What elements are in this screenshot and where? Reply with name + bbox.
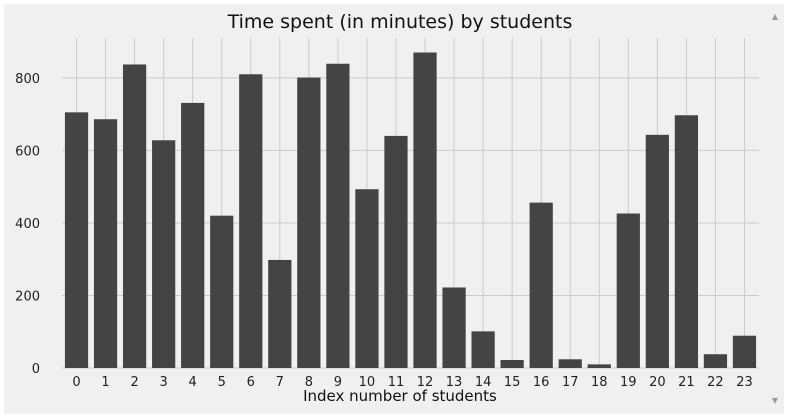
bar-student-16	[529, 202, 553, 368]
vertical-scrollbar[interactable]: ▲ ▼	[766, 6, 784, 410]
chart-title: Time spent (in minutes) by students	[227, 11, 573, 33]
bar-student-0	[64, 112, 89, 368]
bar-student-18	[587, 364, 611, 368]
x-tick-label: 16	[533, 375, 550, 390]
x-tick-label: 0	[72, 375, 80, 390]
x-tick-label: 17	[562, 375, 579, 390]
bar-student-5	[210, 215, 234, 368]
bar-student-3	[152, 140, 176, 368]
x-tick-label: 2	[130, 375, 138, 390]
bar-student-22	[703, 354, 728, 368]
bar-student-12	[413, 52, 437, 368]
bar-student-10	[355, 189, 379, 368]
x-tick-label: 9	[334, 375, 342, 390]
x-tick-labels: 0 1 2 3 4 5 6 7 8 9 10 11 12 13 14 15 16 17 18 19 20 21 22 23	[72, 375, 752, 390]
x-tick-label: 14	[475, 375, 492, 390]
scroll-down-icon[interactable]: ▼	[771, 396, 779, 405]
bar-student-7	[268, 259, 292, 368]
bar-student-20	[645, 134, 669, 368]
x-tick-label: 5	[218, 375, 226, 390]
x-tick-label: 1	[101, 375, 109, 390]
bar-student-2	[122, 64, 147, 368]
x-tick-label: 7	[276, 375, 284, 390]
bar-student-17	[558, 359, 582, 368]
y-tick-label: 400	[15, 217, 40, 232]
x-tick-label: 22	[707, 375, 724, 390]
x-tick-label: 23	[736, 375, 753, 390]
x-tick-label: 20	[649, 375, 666, 390]
x-tick-label: 15	[504, 375, 521, 390]
bar-student-4	[181, 102, 205, 369]
bar-student-1	[93, 119, 118, 368]
x-tick-label: 6	[247, 375, 255, 390]
bar-student-8	[297, 77, 321, 369]
bar-student-19	[616, 213, 640, 368]
x-tick-label: 19	[620, 375, 637, 390]
x-tick-label: 12	[417, 375, 434, 390]
bar-student-6	[239, 74, 263, 368]
x-tick-label: 3	[160, 375, 168, 390]
x-tick-label: 21	[678, 375, 695, 390]
y-tick-label: 200	[15, 289, 40, 304]
x-tick-label: 13	[446, 375, 463, 390]
y-tick-label: 600	[15, 144, 40, 159]
bar-student-14	[471, 331, 495, 368]
x-tick-label: 4	[189, 375, 197, 390]
chart-panel: 0 200 400 600 800 0 1 2 3 4 5 6 7 8 9 10 11 12 13 14 15 16 17…	[4, 4, 784, 414]
bar-student-23	[732, 335, 757, 368]
bar-student-21	[674, 115, 699, 368]
x-tick-label: 18	[591, 375, 608, 390]
bar-student-13	[442, 287, 466, 368]
bar-student-15	[500, 360, 524, 368]
x-tick-label: 8	[305, 375, 313, 390]
x-tick-label: 10	[359, 375, 376, 390]
scroll-up-icon[interactable]: ▲	[771, 12, 779, 21]
y-tick-labels: 0 200 400 600 800	[15, 72, 40, 377]
bar-student-9	[326, 63, 350, 368]
bar-student-11	[384, 135, 408, 368]
bar-layer	[64, 52, 757, 369]
y-tick-label: 0	[32, 362, 40, 377]
x-tick-label: 11	[388, 375, 405, 390]
y-tick-label: 800	[15, 72, 40, 87]
x-axis-title: Index number of students	[303, 387, 497, 405]
